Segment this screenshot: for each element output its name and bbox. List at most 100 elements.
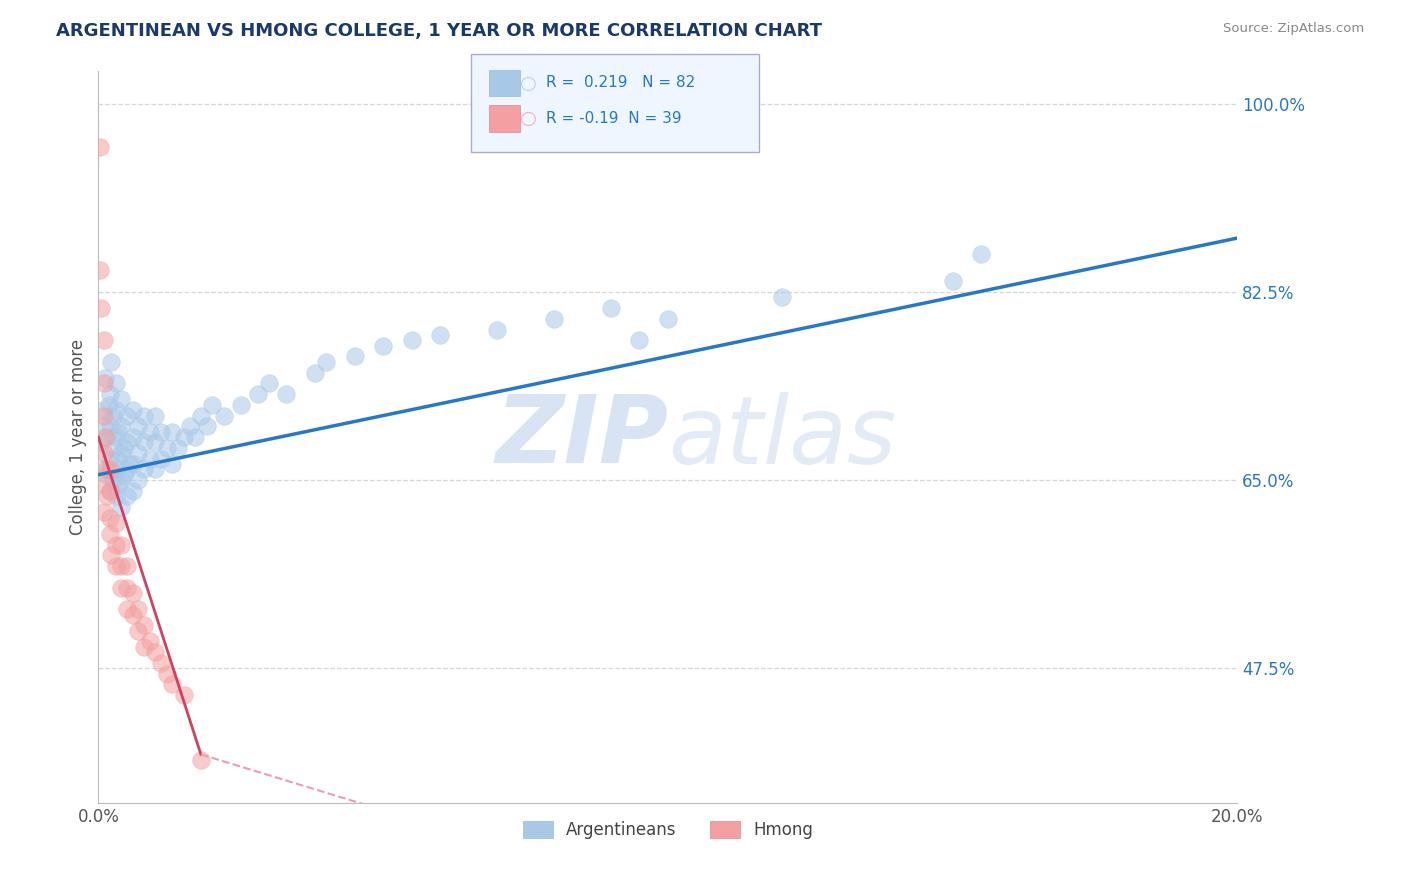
- Point: [156, 441, 179, 455]
- Text: ○: ○: [520, 109, 537, 128]
- Point: [145, 435, 167, 450]
- Point: [115, 602, 138, 616]
- Point: [112, 441, 135, 455]
- Point: [486, 322, 509, 336]
- Point: [104, 430, 127, 444]
- Point: [127, 602, 149, 616]
- Point: [96, 462, 118, 476]
- Point: [98, 451, 121, 466]
- Point: [110, 446, 132, 460]
- Point: [115, 489, 138, 503]
- Point: [132, 640, 155, 654]
- Point: [195, 419, 218, 434]
- Point: [93, 419, 115, 434]
- Point: [110, 473, 132, 487]
- Point: [96, 489, 118, 503]
- Point: [121, 607, 143, 622]
- Point: [156, 666, 179, 681]
- Point: [132, 435, 155, 450]
- Point: [104, 559, 127, 574]
- Point: [90, 301, 112, 315]
- Point: [97, 398, 120, 412]
- Point: [93, 376, 115, 391]
- Point: [600, 301, 623, 315]
- Point: [115, 581, 138, 595]
- Point: [315, 355, 337, 369]
- Point: [98, 387, 121, 401]
- Point: [93, 333, 115, 347]
- Point: [657, 311, 679, 326]
- Point: [115, 409, 138, 423]
- Point: [121, 430, 143, 444]
- Point: [115, 462, 138, 476]
- Point: [276, 387, 298, 401]
- Point: [98, 510, 121, 524]
- Point: [98, 462, 121, 476]
- Point: [101, 473, 124, 487]
- Text: R = -0.19  N = 39: R = -0.19 N = 39: [546, 112, 681, 126]
- Point: [162, 425, 184, 439]
- Point: [121, 483, 143, 498]
- Point: [115, 435, 138, 450]
- Point: [167, 441, 190, 455]
- Point: [110, 419, 132, 434]
- Y-axis label: College, 1 year or more: College, 1 year or more: [69, 339, 87, 535]
- Point: [98, 483, 121, 498]
- Point: [121, 457, 143, 471]
- Point: [162, 677, 184, 691]
- Text: ZIP: ZIP: [495, 391, 668, 483]
- Point: [942, 274, 965, 288]
- Point: [100, 549, 122, 563]
- Point: [543, 311, 565, 326]
- Point: [145, 462, 167, 476]
- Point: [104, 462, 127, 476]
- Point: [93, 409, 115, 423]
- Point: [104, 538, 127, 552]
- Point: [429, 327, 451, 342]
- Point: [173, 430, 195, 444]
- Point: [89, 139, 111, 153]
- Point: [132, 409, 155, 423]
- Point: [401, 333, 423, 347]
- Point: [173, 688, 195, 702]
- Point: [112, 467, 135, 482]
- Point: [138, 451, 160, 466]
- Point: [145, 645, 167, 659]
- Legend: Argentineans, Hmong: Argentineans, Hmong: [516, 814, 820, 846]
- Point: [110, 538, 132, 552]
- Text: Source: ZipAtlas.com: Source: ZipAtlas.com: [1223, 22, 1364, 36]
- Point: [107, 425, 129, 439]
- Point: [101, 409, 124, 423]
- Point: [121, 403, 143, 417]
- Point: [110, 500, 132, 514]
- Point: [121, 586, 143, 600]
- Point: [229, 398, 252, 412]
- Point: [93, 505, 115, 519]
- Point: [93, 462, 115, 476]
- Point: [127, 473, 149, 487]
- Point: [101, 441, 124, 455]
- Point: [94, 371, 117, 385]
- Point: [150, 656, 173, 670]
- Point: [98, 527, 121, 541]
- Point: [162, 457, 184, 471]
- Point: [94, 430, 117, 444]
- Point: [104, 403, 127, 417]
- Point: [179, 419, 201, 434]
- Point: [110, 392, 132, 407]
- Point: [145, 409, 167, 423]
- Point: [132, 462, 155, 476]
- Point: [150, 451, 173, 466]
- Text: R =  0.219   N = 82: R = 0.219 N = 82: [546, 76, 695, 90]
- Point: [138, 425, 160, 439]
- Point: [100, 355, 122, 369]
- Point: [628, 333, 651, 347]
- Point: [373, 338, 395, 352]
- Point: [98, 419, 121, 434]
- Point: [110, 559, 132, 574]
- Point: [96, 467, 118, 482]
- Point: [96, 430, 118, 444]
- Point: [93, 478, 115, 492]
- Point: [104, 516, 127, 530]
- Point: [190, 753, 212, 767]
